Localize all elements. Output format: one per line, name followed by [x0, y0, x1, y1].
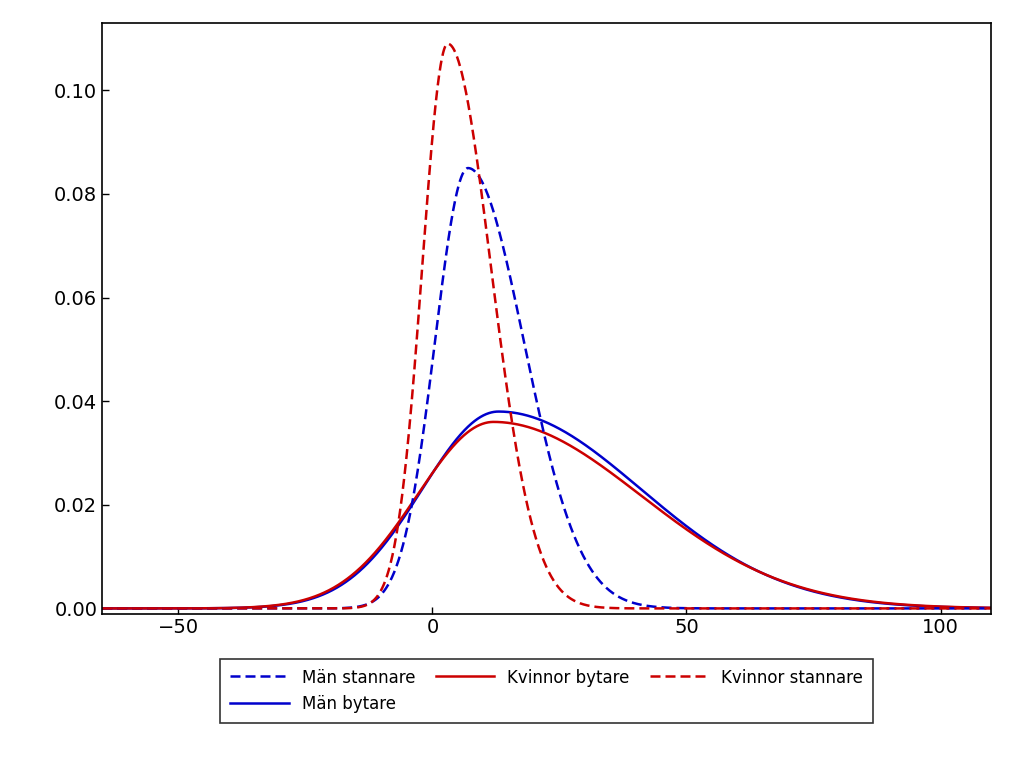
Män bytare — [472, 414, 484, 423]
Kvinnor bytare — [234, 603, 246, 612]
Män stannare — [891, 604, 903, 613]
Män bytare — [1011, 604, 1022, 613]
Män bytare — [493, 407, 505, 416]
Kvinnor bytare — [1011, 604, 1022, 613]
Kvinnor bytare — [487, 417, 500, 426]
Kvinnor bytare — [431, 462, 444, 471]
Line: Män stannare: Män stannare — [77, 168, 1017, 608]
Line: Kvinnor bytare: Kvinnor bytare — [77, 422, 1017, 608]
Män stannare — [992, 604, 1005, 613]
Män stannare — [1011, 604, 1022, 613]
Män bytare — [992, 604, 1005, 613]
Kvinnor stannare — [1011, 604, 1022, 613]
Män stannare — [234, 604, 246, 613]
Män stannare — [472, 171, 484, 180]
Kvinnor stannare — [234, 604, 246, 613]
Kvinnor stannare — [992, 604, 1005, 613]
Line: Kvinnor stannare: Kvinnor stannare — [77, 44, 1017, 608]
Män stannare — [71, 604, 83, 613]
Män stannare — [462, 163, 474, 173]
Män bytare — [431, 461, 444, 470]
Line: Män bytare: Män bytare — [77, 412, 1017, 608]
Kvinnor bytare — [891, 600, 903, 609]
Kvinnor bytare — [71, 604, 83, 613]
Män stannare — [431, 318, 444, 328]
Män bytare — [178, 604, 190, 613]
Män bytare — [891, 600, 903, 609]
Kvinnor bytare — [992, 604, 1005, 613]
Män bytare — [234, 603, 246, 612]
Kvinnor stannare — [71, 604, 83, 613]
Kvinnor stannare — [891, 604, 903, 613]
Kvinnor stannare — [442, 39, 454, 48]
Kvinnor stannare — [431, 85, 444, 94]
Kvinnor stannare — [178, 604, 190, 613]
Män bytare — [71, 604, 83, 613]
Legend: Män stannare, Män bytare, Kvinnor bytare, Kvinnor stannare: Män stannare, Män bytare, Kvinnor bytare… — [221, 659, 873, 723]
Kvinnor stannare — [472, 164, 484, 173]
Män stannare — [178, 604, 190, 613]
Kvinnor bytare — [472, 421, 484, 430]
Kvinnor bytare — [178, 604, 190, 613]
